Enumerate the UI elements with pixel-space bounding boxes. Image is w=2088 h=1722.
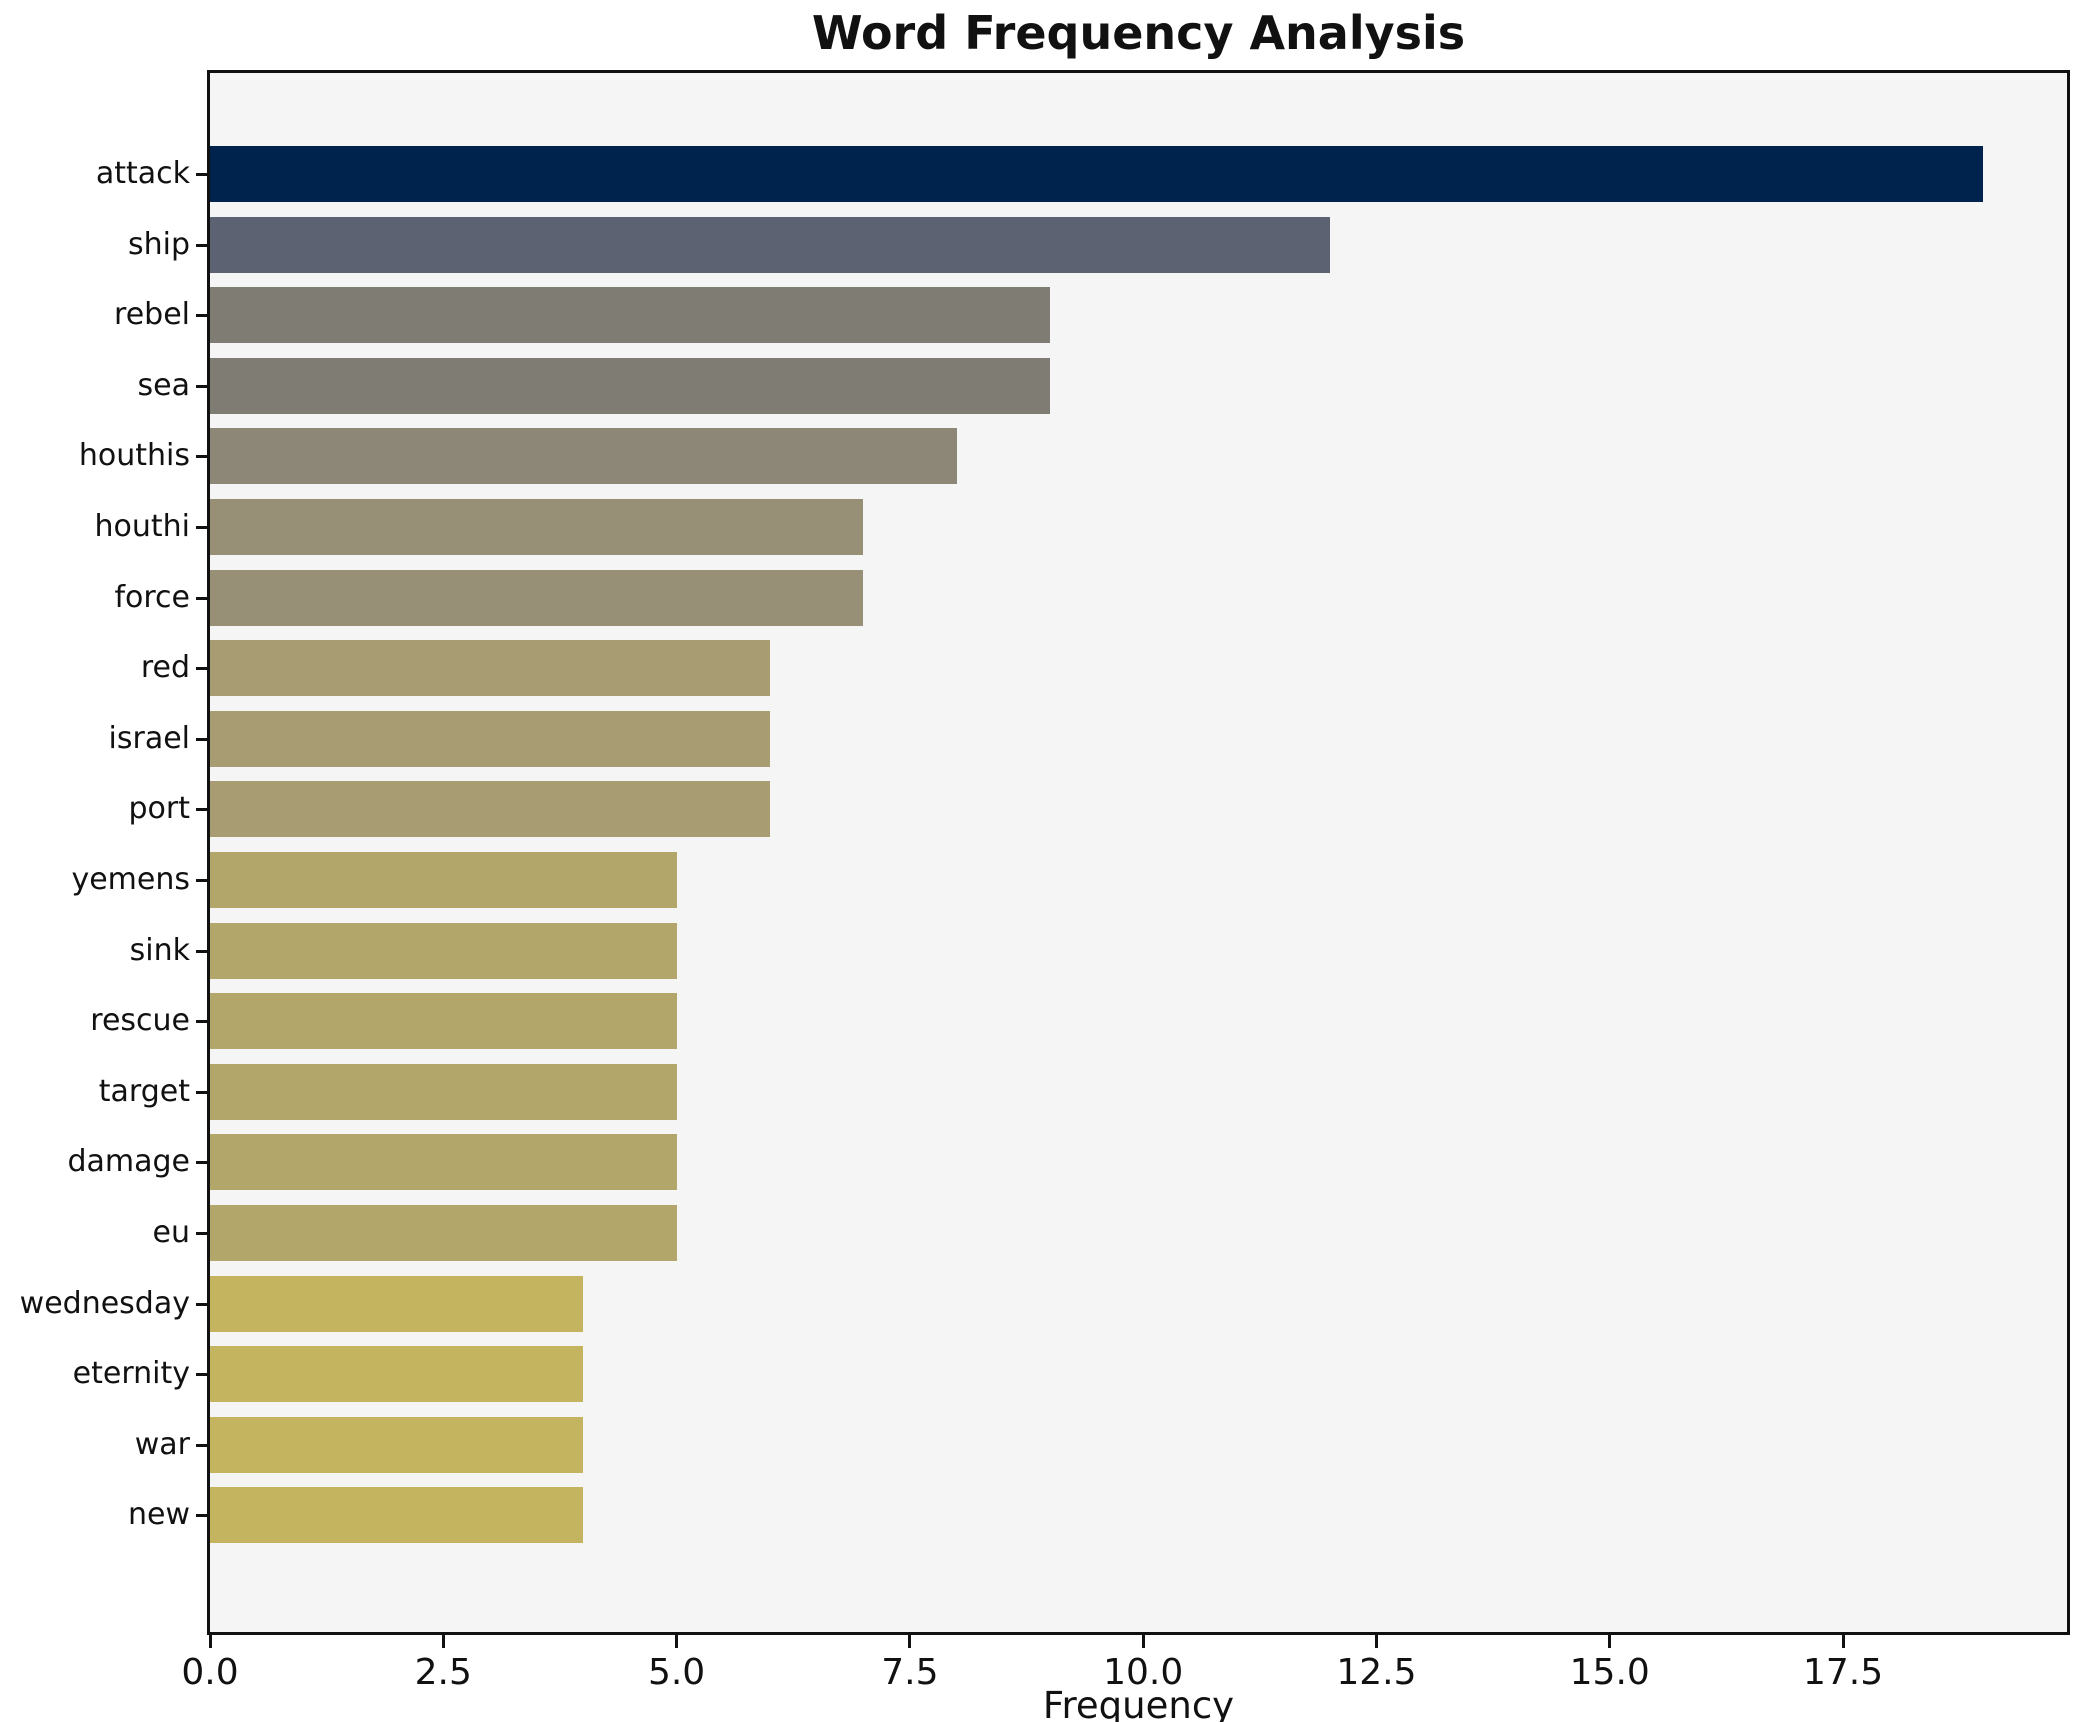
- x-axis-title: Frequency: [1042, 1684, 1235, 1722]
- y-tick-label-force: force: [114, 579, 190, 615]
- bar-rebel: [210, 287, 1050, 344]
- y-tick-mark: [196, 737, 207, 741]
- y-tick-label-wednesday: wednesday: [19, 1285, 190, 1321]
- bar-ship: [210, 216, 1330, 273]
- y-tick-mark: [196, 949, 207, 953]
- y-tick-label-target: target: [98, 1073, 190, 1109]
- y-tick-label-houthis: houthis: [78, 438, 190, 474]
- y-tick-mark: [196, 596, 207, 600]
- bar-target: [210, 1063, 677, 1120]
- y-tick-label-war: war: [134, 1426, 190, 1462]
- bar-houthi: [210, 499, 864, 555]
- y-tick-mark: [196, 1514, 207, 1518]
- y-tick-label-attack: attack: [95, 156, 190, 191]
- y-tick-label-houthi: houthi: [94, 509, 191, 544]
- y-tick-label-rebel: rebel: [114, 297, 190, 333]
- y-tick-label-eu: eu: [152, 1215, 190, 1250]
- y-tick-label-yemens: yemens: [71, 862, 190, 897]
- bar-red: [210, 640, 770, 697]
- x-tick-label-10.0: 10.0: [1103, 1652, 1184, 1693]
- x-tick-label-7.5: 7.5: [881, 1652, 939, 1693]
- y-tick-mark: [196, 879, 207, 882]
- y-tick-mark: [196, 526, 207, 529]
- x-tick-label-2.5: 2.5: [414, 1652, 472, 1693]
- x-tick-mark: [208, 1635, 212, 1648]
- bar-port: [210, 781, 770, 838]
- x-tick-label-5.0: 5.0: [647, 1652, 706, 1693]
- x-tick-mark: [441, 1635, 445, 1648]
- bar-damage: [210, 1134, 677, 1191]
- y-tick-mark: [196, 314, 207, 318]
- bar-rescue: [210, 993, 677, 1050]
- y-tick-label-sea: sea: [137, 367, 190, 403]
- bar-houthis: [210, 428, 957, 485]
- x-tick-mark: [1608, 1635, 1612, 1648]
- y-tick-mark: [196, 667, 207, 671]
- y-tick-mark: [196, 1232, 207, 1235]
- bar-eternity: [210, 1346, 584, 1403]
- x-tick-mark: [1141, 1635, 1145, 1648]
- y-tick-label-red: red: [140, 650, 190, 686]
- y-tick-mark: [196, 1090, 207, 1094]
- bar-sink: [210, 922, 677, 979]
- y-tick-mark: [196, 1161, 207, 1165]
- bar-new: [210, 1487, 584, 1544]
- x-tick-mark: [908, 1635, 912, 1648]
- y-tick-mark: [196, 1020, 207, 1024]
- bar-eu: [210, 1205, 677, 1261]
- y-tick-mark: [196, 455, 207, 459]
- y-tick-label-damage: damage: [67, 1144, 190, 1180]
- y-tick-label-ship: ship: [127, 226, 190, 262]
- bar-attack: [210, 146, 1983, 202]
- bar-wednesday: [210, 1275, 584, 1332]
- y-tick-mark: [196, 173, 207, 176]
- x-tick-mark: [1841, 1635, 1845, 1648]
- y-tick-label-port: port: [128, 791, 191, 827]
- x-tick-label-15.0: 15.0: [1569, 1652, 1650, 1693]
- bar-sea: [210, 357, 1050, 414]
- y-tick-mark: [196, 243, 207, 247]
- x-tick-mark: [675, 1635, 679, 1648]
- plot-area: [207, 70, 2070, 1635]
- y-tick-label-new: new: [127, 1497, 190, 1533]
- y-tick-label-rescue: rescue: [90, 1003, 190, 1039]
- y-tick-label-israel: israel: [108, 720, 190, 756]
- y-tick-mark: [196, 1373, 207, 1377]
- bar-force: [210, 569, 864, 626]
- bar-war: [210, 1416, 584, 1473]
- bars-layer: [210, 73, 2067, 1632]
- y-tick-mark: [196, 1443, 207, 1447]
- x-tick-label-0.0: 0.0: [181, 1652, 239, 1693]
- y-tick-mark: [196, 1302, 207, 1306]
- y-tick-mark: [196, 808, 207, 812]
- x-tick-label-17.5: 17.5: [1802, 1652, 1884, 1693]
- bar-israel: [210, 710, 770, 767]
- chart-title: Word Frequency Analysis: [811, 6, 1466, 60]
- y-tick-label-sink: sink: [129, 932, 190, 968]
- y-tick-mark: [196, 384, 207, 388]
- y-tick-label-eternity: eternity: [72, 1356, 190, 1392]
- x-tick-mark: [1374, 1635, 1378, 1648]
- x-tick-label-12.5: 12.5: [1336, 1652, 1417, 1693]
- bar-yemens: [210, 852, 677, 908]
